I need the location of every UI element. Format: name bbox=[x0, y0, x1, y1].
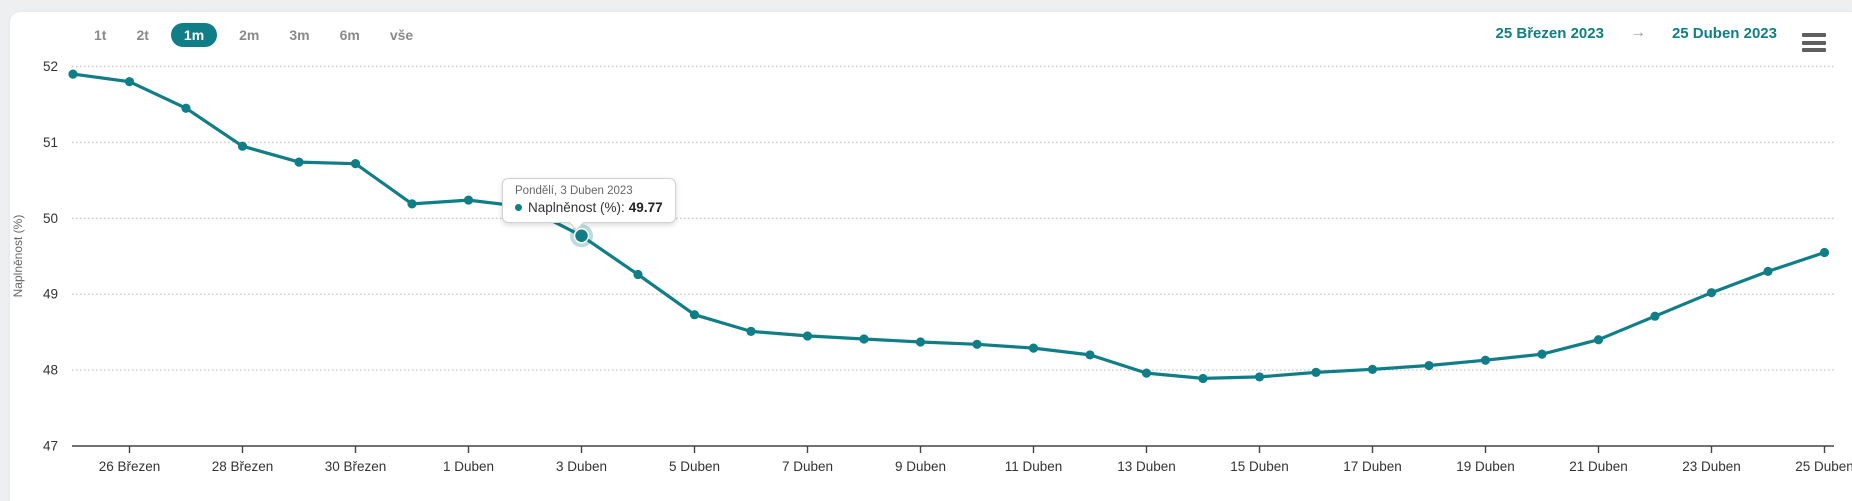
chart-card bbox=[10, 12, 1852, 501]
y-tick-label: 51 bbox=[43, 135, 58, 150]
hamburger-bar bbox=[1802, 48, 1826, 52]
range-selector: 1t 2t 1m 2m 3m 6m vše bbox=[86, 22, 421, 48]
y-tick-label: 52 bbox=[43, 59, 58, 74]
x-tick-label: 25 Duben bbox=[1795, 459, 1852, 474]
x-tick-label: 3 Duben bbox=[556, 459, 607, 474]
x-tick-label: 21 Duben bbox=[1569, 459, 1628, 474]
data-point[interactable] bbox=[1254, 372, 1265, 382]
x-tick-label: 9 Duben bbox=[895, 459, 946, 474]
hamburger-menu-icon[interactable] bbox=[1802, 33, 1826, 52]
data-point[interactable] bbox=[972, 339, 982, 349]
date-range-picker: 25 Březen 2023 → 25 Duben 2023 bbox=[1496, 24, 1777, 42]
y-tick-label: 49 bbox=[43, 287, 58, 302]
data-point[interactable] bbox=[1593, 335, 1604, 345]
tooltip-series-row: Naplněnost (%): 49.77 bbox=[515, 200, 663, 215]
x-tick-label: 5 Duben bbox=[669, 459, 720, 474]
data-point[interactable] bbox=[1085, 350, 1095, 360]
data-point[interactable] bbox=[633, 269, 643, 280]
data-point[interactable] bbox=[1480, 355, 1491, 365]
data-point[interactable] bbox=[802, 331, 813, 341]
x-tick-label: 13 Duben bbox=[1117, 459, 1176, 474]
active-data-point[interactable] bbox=[573, 228, 590, 244]
data-point[interactable] bbox=[294, 157, 304, 167]
data-point[interactable] bbox=[1763, 266, 1773, 277]
y-tick-label: 48 bbox=[43, 363, 58, 378]
data-point[interactable] bbox=[859, 334, 869, 344]
range-button-vse[interactable]: vše bbox=[382, 24, 421, 46]
x-tick-label: 19 Duben bbox=[1456, 459, 1515, 474]
data-point[interactable] bbox=[1028, 343, 1039, 353]
data-point[interactable] bbox=[350, 159, 361, 169]
hamburger-bar bbox=[1802, 40, 1826, 45]
y-axis-title: Naplněnost (%) bbox=[11, 214, 25, 298]
range-button-2t[interactable]: 2t bbox=[128, 24, 156, 46]
data-point[interactable] bbox=[1819, 247, 1830, 258]
data-point[interactable] bbox=[463, 195, 474, 205]
chart-tooltip: Pondělí, 3 Duben 2023 Naplněnost (%): 49… bbox=[502, 178, 676, 223]
data-point[interactable] bbox=[124, 77, 135, 87]
y-tick-label: 50 bbox=[43, 211, 58, 226]
data-point[interactable] bbox=[1424, 360, 1434, 371]
tooltip-series-label: Naplněnost (%): bbox=[528, 200, 625, 215]
data-point[interactable] bbox=[1537, 349, 1547, 359]
range-button-1t[interactable]: 1t bbox=[86, 24, 114, 46]
tooltip-value: 49.77 bbox=[628, 200, 663, 215]
x-tick-label: 28 Březen bbox=[212, 459, 274, 474]
data-point[interactable] bbox=[237, 141, 248, 151]
series-marker-icon bbox=[515, 204, 522, 211]
data-point[interactable] bbox=[1706, 288, 1717, 298]
date-from-input[interactable]: 25 Březen 2023 bbox=[1495, 24, 1604, 42]
x-tick-label: 11 Duben bbox=[1005, 459, 1063, 474]
date-to-input[interactable]: 25 Duben 2023 bbox=[1671, 24, 1777, 42]
range-button-3m[interactable]: 3m bbox=[281, 24, 317, 46]
x-tick-label: 7 Duben bbox=[782, 459, 833, 474]
tooltip-date: Pondělí, 3 Duben 2023 bbox=[515, 185, 633, 197]
arrow-right-icon: → bbox=[1629, 24, 1646, 41]
range-button-6m[interactable]: 6m bbox=[332, 24, 368, 46]
data-point[interactable] bbox=[915, 337, 926, 347]
y-tick-label: 47 bbox=[43, 439, 58, 454]
range-button-1m[interactable]: 1m bbox=[170, 23, 218, 47]
x-tick-label: 15 Duben bbox=[1230, 459, 1289, 474]
x-tick-label: 1 Duben bbox=[443, 459, 494, 474]
data-point[interactable] bbox=[1141, 368, 1152, 378]
data-point[interactable] bbox=[181, 103, 191, 113]
data-point[interactable] bbox=[1367, 364, 1378, 374]
range-button-2m[interactable]: 2m bbox=[231, 24, 267, 46]
data-point[interactable] bbox=[1198, 373, 1208, 384]
hamburger-bar bbox=[1802, 33, 1826, 37]
data-point[interactable] bbox=[1311, 367, 1321, 377]
x-tick-label: 23 Duben bbox=[1682, 459, 1741, 474]
data-point[interactable] bbox=[1650, 311, 1660, 321]
data-point[interactable] bbox=[746, 326, 756, 336]
data-point[interactable] bbox=[68, 69, 78, 79]
x-tick-label: 26 Březen bbox=[99, 459, 161, 474]
series-line bbox=[71, 72, 1827, 380]
data-point[interactable] bbox=[407, 199, 417, 209]
x-tick-label: 17 Duben bbox=[1343, 459, 1402, 474]
data-point[interactable] bbox=[689, 310, 700, 320]
x-tick-label: 30 Březen bbox=[325, 459, 387, 474]
